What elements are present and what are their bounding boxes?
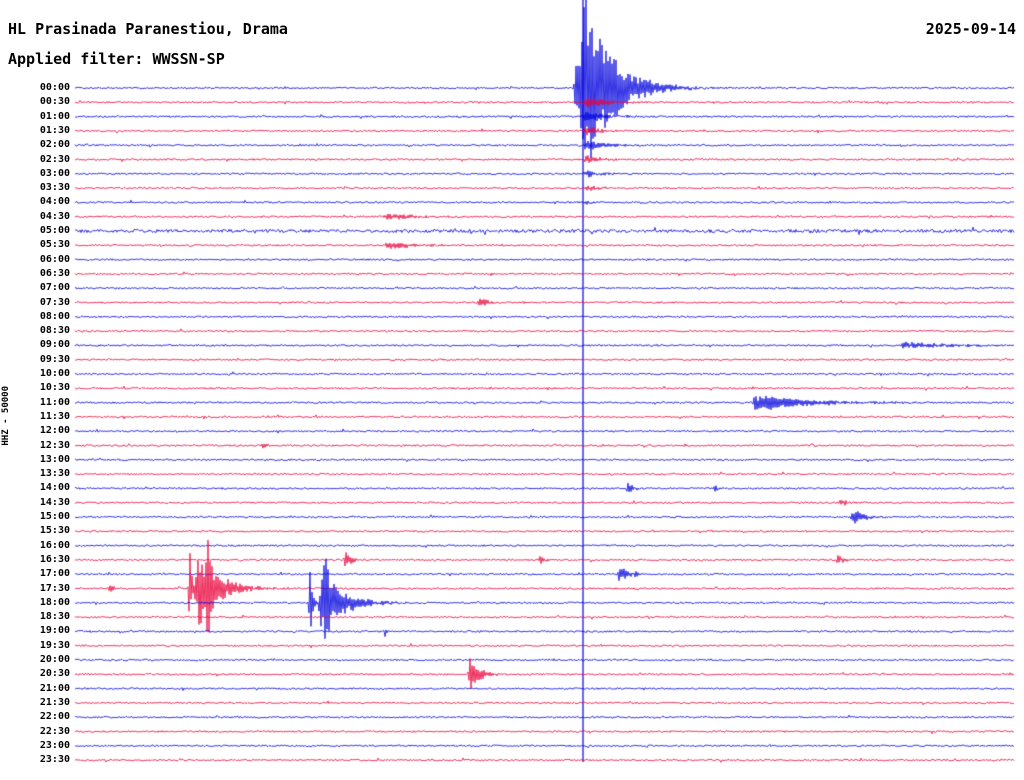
trace-time-label: 02:30 xyxy=(39,153,70,165)
trace-time-label: 10:00 xyxy=(39,368,70,379)
trace-time-label: 12:30 xyxy=(39,439,70,451)
trace-time-label: 23:30 xyxy=(39,754,70,766)
trace-time-label: 16:30 xyxy=(39,553,70,565)
trace-time-label: 05:00 xyxy=(39,225,70,236)
trace-time-label: 16:00 xyxy=(39,539,70,551)
trace-time-label: 08:00 xyxy=(39,310,70,322)
trace-time-label: 01:30 xyxy=(39,124,70,136)
trace-time-label: 19:00 xyxy=(39,625,70,637)
trace-time-label: 17:30 xyxy=(39,582,70,594)
trace-time-label: 06:00 xyxy=(39,253,70,265)
trace-time-label: 00:30 xyxy=(39,96,70,108)
trace-time-label: 11:00 xyxy=(39,396,70,408)
trace-time-label: 15:30 xyxy=(39,525,70,537)
trace-time-label: 12:00 xyxy=(39,425,70,437)
filter-label: Applied filter: WWSSN-SP xyxy=(8,50,225,68)
trace-time-label: 00:00 xyxy=(39,82,70,93)
trace-time-label: 01:00 xyxy=(39,110,70,122)
trace-time-label: 17:00 xyxy=(39,568,70,580)
trace-time-label: 15:00 xyxy=(39,511,70,522)
trace-time-label: 11:30 xyxy=(39,410,70,422)
trace-time-label: 19:30 xyxy=(39,639,70,651)
trace-time-label: 20:00 xyxy=(39,654,70,665)
trace-time-label: 10:30 xyxy=(39,382,70,394)
trace-time-label: 13:30 xyxy=(39,468,70,480)
trace-time-label: 21:30 xyxy=(39,696,70,708)
trace-time-label: 02:00 xyxy=(39,139,70,151)
trace-time-label: 04:30 xyxy=(39,210,70,222)
trace-time-label: 23:00 xyxy=(39,739,70,751)
trace-time-label: 21:00 xyxy=(39,682,70,694)
trace-time-label: 22:00 xyxy=(39,711,70,723)
trace-time-label: 13:00 xyxy=(39,453,70,465)
station-title: HL Prasinada Paranestiou, Drama xyxy=(8,20,288,38)
trace-time-label: 03:00 xyxy=(39,167,70,179)
trace-time-label: 07:30 xyxy=(39,296,70,308)
date-label: 2025-09-14 xyxy=(925,20,1016,38)
trace-time-label: 05:30 xyxy=(39,239,70,251)
trace-time-label: 18:30 xyxy=(39,611,70,623)
trace-time-label: 09:30 xyxy=(39,353,70,365)
trace-time-label: 14:30 xyxy=(39,496,70,508)
trace-time-label: 14:00 xyxy=(39,482,70,494)
trace-time-label: 08:30 xyxy=(39,325,70,337)
trace-time-label: 07:00 xyxy=(39,282,70,294)
trace-time-label: 22:30 xyxy=(39,725,70,737)
trace-time-label: 20:30 xyxy=(39,668,70,680)
trace-time-label: 06:30 xyxy=(39,267,70,279)
trace-time-label: 18:00 xyxy=(39,596,70,608)
trace-time-label: 04:00 xyxy=(39,196,70,208)
trace-time-label: 09:00 xyxy=(39,339,70,351)
trace-time-label: 03:30 xyxy=(39,182,70,194)
